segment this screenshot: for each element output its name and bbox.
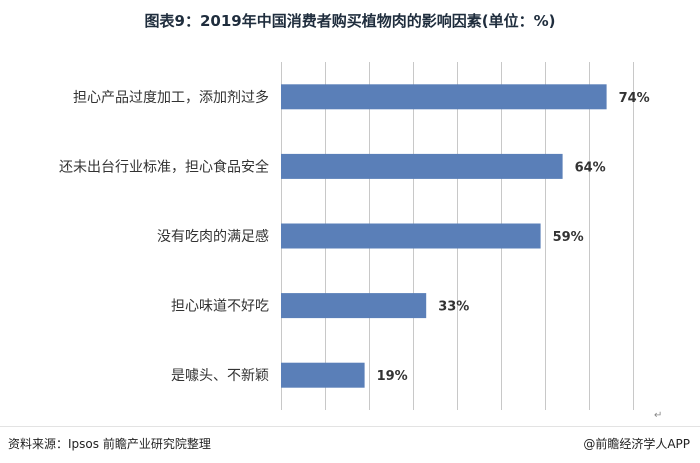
value-label: 64% (575, 160, 606, 175)
bar-chart: 担心产品过度加工，添加剂过多 74% 还未出台行业标准，担心食品安全 64% 没有吃肉的… (59, 62, 650, 410)
chart-title: 图表9：2019年中国消费者购买植物肉的影响因素(单位：%) (144, 12, 556, 30)
value-label: 74% (619, 91, 650, 106)
source-note: 资料来源：Ipsos 前瞻产业研究院整理 (8, 437, 211, 451)
value-label: 33% (438, 300, 469, 315)
bar (281, 223, 541, 249)
category-label: 担心味道不好吃 (171, 299, 269, 315)
category-label: 还未出台行业标准，担心食品安全 (59, 158, 269, 175)
bar (281, 293, 427, 319)
category-label: 没有吃肉的满足感 (157, 228, 269, 245)
app-credit: @前瞻经济学人APP (583, 437, 690, 451)
category-label: 是噱头、不新颖 (171, 368, 269, 384)
footer: 资料来源：Ipsos 前瞻产业研究院整理 @前瞻经济学人APP (0, 426, 700, 463)
return-mark: ↵ (654, 410, 663, 421)
bar (281, 153, 563, 179)
value-label: 59% (553, 230, 584, 245)
bar (281, 362, 365, 388)
category-label: 担心产品过度加工，添加剂过多 (73, 89, 269, 106)
bar (281, 84, 607, 110)
value-label: 19% (377, 369, 408, 384)
